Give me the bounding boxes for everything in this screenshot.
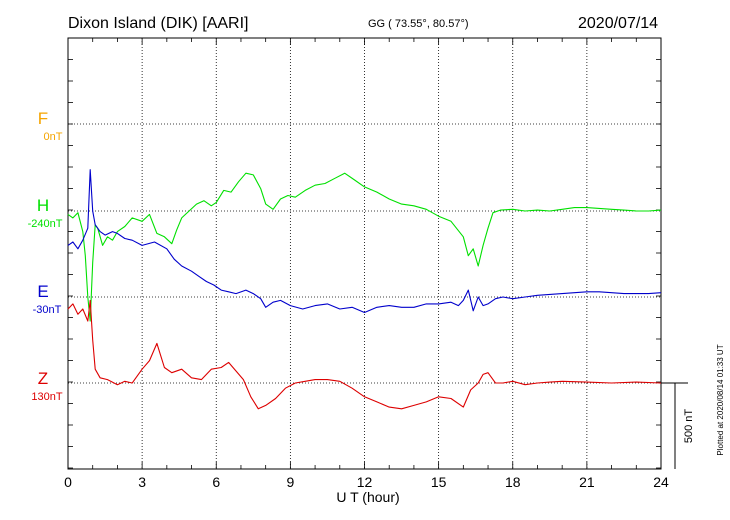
x-tick-label: 24 — [653, 474, 669, 490]
x-tick-labels: 0 3 6 9 12 15 18 21 24 — [64, 474, 669, 490]
label-z-letter: Z — [38, 369, 48, 388]
x-tick-label: 18 — [505, 474, 521, 490]
x-tick-label: 9 — [286, 474, 294, 490]
x-tick-label: 12 — [357, 474, 373, 490]
series-line-e — [67, 169, 662, 314]
station-title: Dixon Island (DIK) [AARI] — [68, 15, 249, 32]
x-tick-label: 21 — [579, 474, 595, 490]
grid — [67, 37, 662, 469]
plotted-at-note: Plotted at 2020/08/14 01:33 UT — [716, 344, 725, 455]
scale-bar-label: 500 nT — [683, 409, 695, 444]
series-line-h — [67, 172, 662, 322]
label-h-baseline: -240nT — [28, 218, 63, 230]
series-line-z — [67, 299, 662, 410]
x-tick-label: 3 — [138, 474, 146, 490]
plot-frame — [67, 37, 662, 470]
label-f-letter: F — [38, 109, 48, 128]
x-tick-label: 6 — [212, 474, 220, 490]
x-tick-label: 0 — [64, 474, 72, 490]
label-e-letter: E — [37, 282, 48, 301]
label-e-baseline: -30nT — [33, 304, 62, 316]
label-f-baseline: 0nT — [44, 131, 63, 143]
station-coordinates: GG ( 73.55°, 80.57°) — [368, 18, 469, 30]
label-h-letter: H — [37, 196, 49, 215]
x-axis-label: U T (hour) — [336, 489, 399, 505]
series-layer — [67, 169, 662, 410]
date-label: 2020/07/14 — [578, 15, 658, 32]
label-z-baseline: 130nT — [31, 391, 62, 403]
x-tick-label: 15 — [431, 474, 447, 490]
